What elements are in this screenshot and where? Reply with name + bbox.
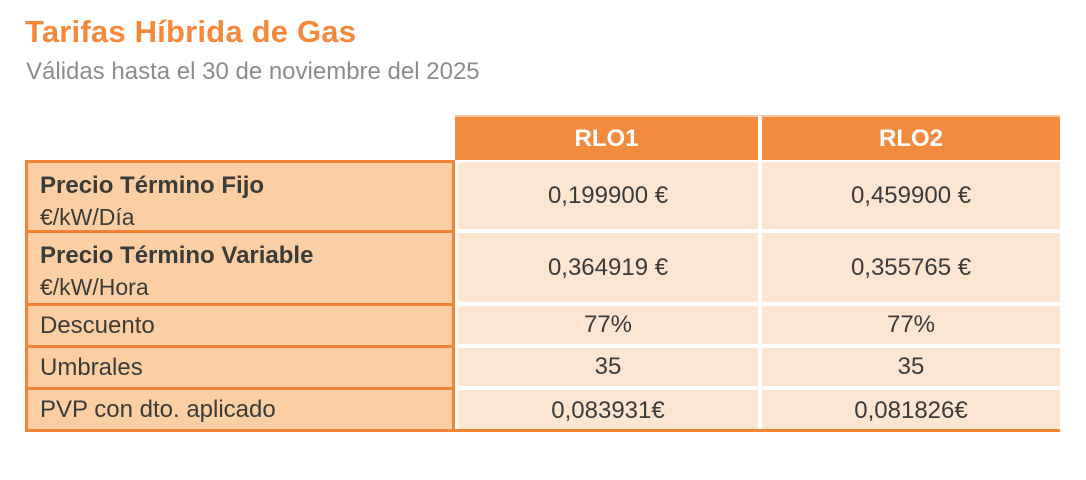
row-label-pvp-con-dto: PVP con dto. aplicado	[25, 390, 455, 432]
row-label-unit: €/kW/Día	[40, 204, 135, 230]
cell-value: 35	[758, 348, 1060, 390]
cell-value: 0,364919 €	[455, 233, 758, 306]
page-title: Tarifas Híbrida de Gas	[25, 14, 357, 49]
row-label-precio-termino-variable: Precio Término Variable €/kW/Hora	[25, 233, 455, 306]
row-label-umbrales: Umbrales	[25, 348, 455, 390]
cell-value: 0,199900 €	[455, 160, 758, 233]
pricing-table: RLO1 RLO2 Precio Término Fijo €/kW/Día 0…	[25, 115, 1060, 432]
row-label-main: Precio Término Fijo	[40, 172, 265, 199]
page-subtitle: Válidas hasta el 30 de noviembre del 202…	[26, 58, 480, 85]
cell-value: 77%	[455, 306, 758, 348]
cell-value: 0,355765 €	[758, 233, 1060, 306]
cell-value: 0,081826€	[758, 390, 1060, 432]
cell-value: 77%	[758, 306, 1060, 348]
column-header-rlo2: RLO2	[758, 115, 1060, 160]
row-label-unit: €/kW/Hora	[40, 274, 149, 300]
row-label-precio-termino-fijo: Precio Término Fijo €/kW/Día	[25, 160, 455, 233]
row-label-main: Precio Término Variable	[40, 242, 314, 269]
table-corner-spacer	[25, 115, 455, 160]
cell-value: 0,083931€	[455, 390, 758, 432]
column-header-rlo1: RLO1	[455, 115, 758, 160]
cell-value: 35	[455, 348, 758, 390]
table-bottom-border	[25, 429, 1060, 432]
row-label-descuento: Descuento	[25, 306, 455, 348]
cell-value: 0,459900 €	[758, 160, 1060, 233]
